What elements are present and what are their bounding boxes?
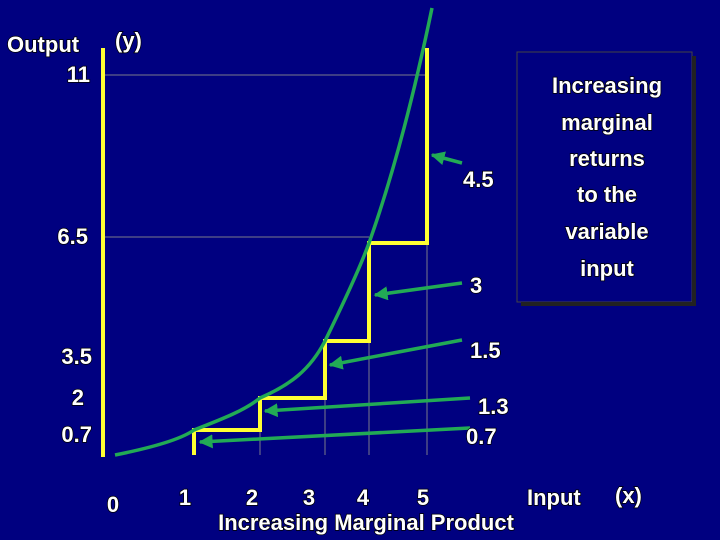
y-tick-label: 6.5 <box>57 224 88 249</box>
mp-label: 1.5 <box>470 338 501 363</box>
x-tick-label: 4 <box>357 485 370 510</box>
note: Increasing marginal returns to the varia… <box>551 72 663 282</box>
arrows <box>198 151 471 449</box>
note-line: to the <box>577 182 637 207</box>
mp-label: 0.7 <box>466 424 497 449</box>
mp-label: 1.3 <box>478 394 509 419</box>
mp-label: 4.5 <box>463 167 494 192</box>
x-label: Input <box>527 485 581 510</box>
note-line: marginal <box>561 110 653 135</box>
y-tick-label: 3.5 <box>61 344 92 369</box>
x-unit: (x) <box>615 483 642 508</box>
note-line: input <box>580 256 634 281</box>
y-tick-label: 0.7 <box>61 422 92 447</box>
curve <box>114 7 434 457</box>
note-line: Increasing <box>552 73 662 98</box>
mp-label: 3 <box>470 273 482 298</box>
x-tick-label: 0 <box>107 492 119 517</box>
y-tick-label: 2 <box>72 385 84 410</box>
note-line: returns <box>569 146 645 171</box>
footer: Increasing Marginal Product <box>218 510 515 535</box>
x-tick-label: 2 <box>246 485 258 510</box>
step-line <box>192 48 429 455</box>
y-unit: (y) <box>115 28 142 53</box>
note-box <box>516 51 693 303</box>
x-tick-label: 3 <box>303 485 315 510</box>
y-label: Output <box>7 32 80 57</box>
note-line: variable <box>565 219 648 244</box>
x-tick-label: 1 <box>179 485 191 510</box>
x-tick-label: 5 <box>417 485 429 510</box>
y-tick-label: 11 <box>67 62 90 87</box>
